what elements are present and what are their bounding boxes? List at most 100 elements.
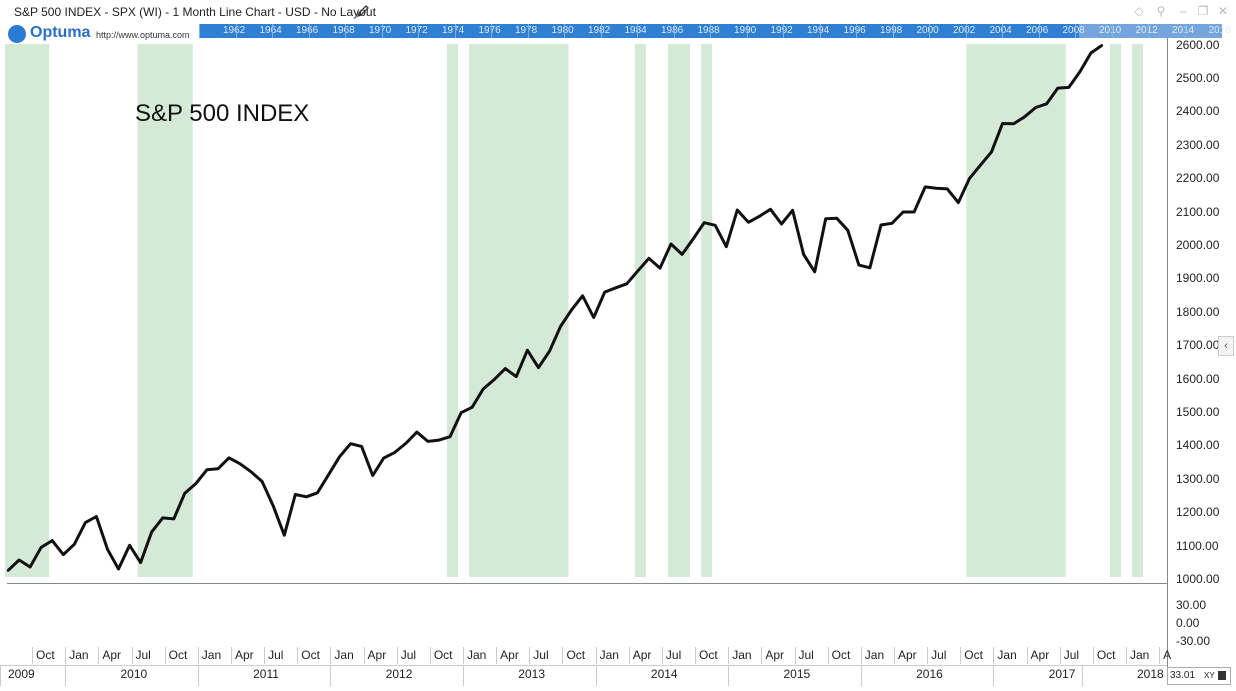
restore-icon[interactable]: ❐ <box>1197 4 1209 18</box>
price-tick-label: 1400.00 <box>1176 438 1220 453</box>
year-separator <box>728 666 730 686</box>
data-point <box>603 290 606 294</box>
year-separator <box>197 666 199 686</box>
data-point <box>28 565 32 569</box>
month-separator <box>1026 647 1028 664</box>
month-tick-label: Apr <box>102 648 122 662</box>
data-point <box>780 222 783 226</box>
month-tick-label: Oct <box>168 648 188 662</box>
overview-separator <box>637 24 638 38</box>
data-point <box>813 270 816 273</box>
month-tick-label: Jan <box>864 648 885 662</box>
overview-separator <box>381 24 383 38</box>
overview-year-label: 1982 <box>588 25 611 36</box>
year-separator <box>993 666 995 686</box>
month-tick-label: Oct <box>36 648 55 662</box>
pane-divider[interactable] <box>7 583 1167 584</box>
overview-separator <box>819 24 821 38</box>
overview-year-label: 1992 <box>770 25 793 36</box>
data-point <box>448 435 452 438</box>
data-point <box>327 473 330 476</box>
overview-year-label: 1980 <box>551 25 574 36</box>
data-point <box>73 543 76 546</box>
data-point <box>614 286 617 289</box>
price-tick-label: 2000.00 <box>1176 238 1220 253</box>
month-tick-label: Apr <box>234 648 254 662</box>
data-point <box>868 266 872 269</box>
month-tick-label: Apr <box>632 648 652 662</box>
shaded-band <box>137 44 193 577</box>
data-point <box>205 468 209 471</box>
data-point <box>1078 70 1082 73</box>
data-point <box>769 208 772 211</box>
data-point <box>216 467 220 470</box>
xy-readout[interactable]: 33.01 XY <box>1167 667 1231 685</box>
overview-separator <box>673 24 675 38</box>
month-tick-label: Oct <box>964 648 983 662</box>
month-tick-label: Jul <box>268 648 284 662</box>
month-tick-label: Jul <box>400 648 417 662</box>
data-point <box>62 553 65 556</box>
month-separator <box>628 647 630 664</box>
month-separator <box>960 647 962 664</box>
overview-separator <box>564 24 565 38</box>
year-tick-label: 2016 <box>916 667 943 681</box>
price-line[interactable] <box>6 44 1103 572</box>
edit-pencil-icon[interactable] <box>356 4 370 18</box>
diamond-icon[interactable]: ◇ <box>1134 4 1144 18</box>
overview-selection[interactable] <box>1079 24 1222 38</box>
price-tick-label: 1600.00 <box>1176 371 1220 386</box>
overview-year-bar[interactable]: 1962 1964 1966 1968 1970 1972 1974 1976 1978 1980… <box>199 24 1231 38</box>
data-point <box>470 406 474 409</box>
data-point <box>51 539 54 542</box>
overview-year-label: 1978 <box>515 25 538 36</box>
data-point <box>890 222 894 225</box>
minimize-icon[interactable]: – <box>1179 4 1187 18</box>
month-separator <box>164 647 166 664</box>
overview-year-label: 2004 <box>989 25 1012 36</box>
close-icon[interactable]: ✕ <box>1217 4 1229 18</box>
data-point <box>338 455 341 458</box>
month-tick-label: Jul <box>665 648 682 662</box>
overview-year-label: 2008 <box>1062 25 1085 36</box>
overview-separator <box>1111 24 1113 38</box>
year-separator <box>0 666 1 686</box>
data-point <box>548 350 551 353</box>
collapse-panel-icon[interactable]: ‹ <box>1218 336 1234 356</box>
price-chart[interactable] <box>0 0 1167 583</box>
data-point <box>481 387 485 391</box>
price-tick-label: 2300.00 <box>1176 137 1220 152</box>
overview-year-label: 1974 <box>442 25 465 36</box>
data-point <box>802 253 805 256</box>
data-point <box>393 451 396 454</box>
month-tick-label: Jan <box>732 648 752 662</box>
data-point <box>84 521 87 524</box>
month-separator <box>496 647 498 664</box>
overview-year-label: 1998 <box>880 25 903 36</box>
overview-separator <box>783 24 784 38</box>
data-point <box>272 504 275 508</box>
data-point <box>194 482 198 485</box>
data-point <box>172 517 175 521</box>
data-point <box>702 221 706 224</box>
data-point <box>360 445 363 448</box>
year-tick-label: 2013 <box>518 667 545 681</box>
data-point <box>559 325 562 328</box>
price-tick-label: 1700.00 <box>1176 338 1220 353</box>
month-tick-label: Jul <box>931 648 947 662</box>
data-point <box>161 516 164 520</box>
title-bar: S&P 500 INDEX - SPX (WI) - 1 Month Line … <box>0 0 1236 24</box>
overview-separator <box>1148 24 1149 38</box>
data-point <box>139 561 142 564</box>
year-separator <box>595 666 597 686</box>
logo-mark-icon <box>8 25 26 43</box>
data-point <box>515 375 518 378</box>
data-point <box>437 438 441 442</box>
month-separator <box>860 647 862 664</box>
pin-icon[interactable]: ⚲ <box>1156 4 1166 18</box>
data-point <box>1100 44 1104 47</box>
lock-icon[interactable] <box>1218 671 1226 680</box>
data-point <box>249 470 253 473</box>
data-point <box>968 177 971 180</box>
year-tick-label: 2011 <box>253 667 279 681</box>
